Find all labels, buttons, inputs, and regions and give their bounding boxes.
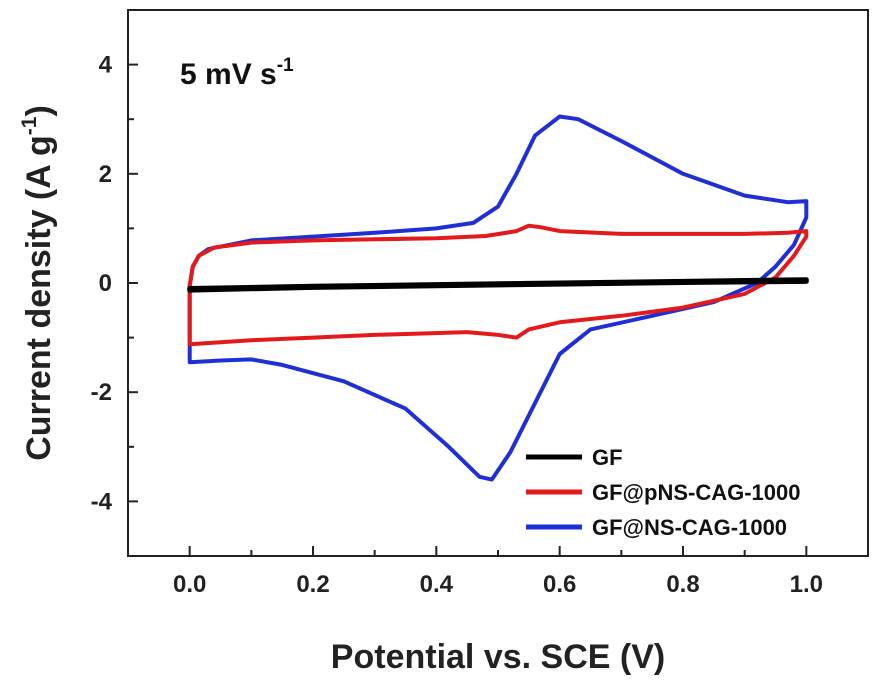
x-tick-label: 0.6 bbox=[543, 571, 576, 598]
series-line-gf-pns-cag-1000 bbox=[187, 223, 809, 347]
x-tick-label: 0.4 bbox=[420, 571, 454, 598]
y-axis-label: Current density (A g-1) bbox=[18, 105, 58, 461]
scan-rate-annotation: 5 mV s-1 bbox=[180, 55, 294, 91]
x-tick-label: 0.2 bbox=[296, 571, 329, 598]
y-axis-label-superscript: -1 bbox=[18, 116, 41, 135]
x-tick-label: 1.0 bbox=[790, 571, 823, 598]
series-line-gf bbox=[187, 277, 809, 293]
legend: GF GF@pNS-CAG-1000 GF@NS-CAG-1000 bbox=[526, 445, 800, 540]
y-tick-label: 0 bbox=[99, 270, 112, 297]
scan-rate-superscript: -1 bbox=[277, 55, 294, 76]
tick-layer: 0.0 0.2 0.4 0.6 0.8 1.0 4 2 0 -2 -4 bbox=[91, 9, 869, 598]
series-line-gf-ns-cag-1000 bbox=[187, 114, 809, 482]
legend-label: GF@pNS-CAG-1000 bbox=[592, 480, 800, 505]
x-tick-label: 0.8 bbox=[666, 571, 699, 598]
legend-label: GF bbox=[592, 445, 623, 470]
y-tick-label: -2 bbox=[91, 379, 112, 406]
y-tick-label: 2 bbox=[99, 161, 112, 188]
scan-rate-text: 5 mV s bbox=[180, 58, 277, 91]
legend-label: GF@NS-CAG-1000 bbox=[592, 515, 787, 540]
x-axis-label: Potential vs. SCE (V) bbox=[331, 638, 665, 676]
series-layer bbox=[187, 114, 809, 482]
x-tick-label: 0.0 bbox=[173, 571, 206, 598]
y-axis-label-text: Current density (A g bbox=[20, 135, 58, 461]
y-axis-label-close: ) bbox=[20, 105, 58, 116]
y-tick-label: 4 bbox=[99, 52, 113, 79]
y-tick-label: -4 bbox=[91, 488, 113, 515]
